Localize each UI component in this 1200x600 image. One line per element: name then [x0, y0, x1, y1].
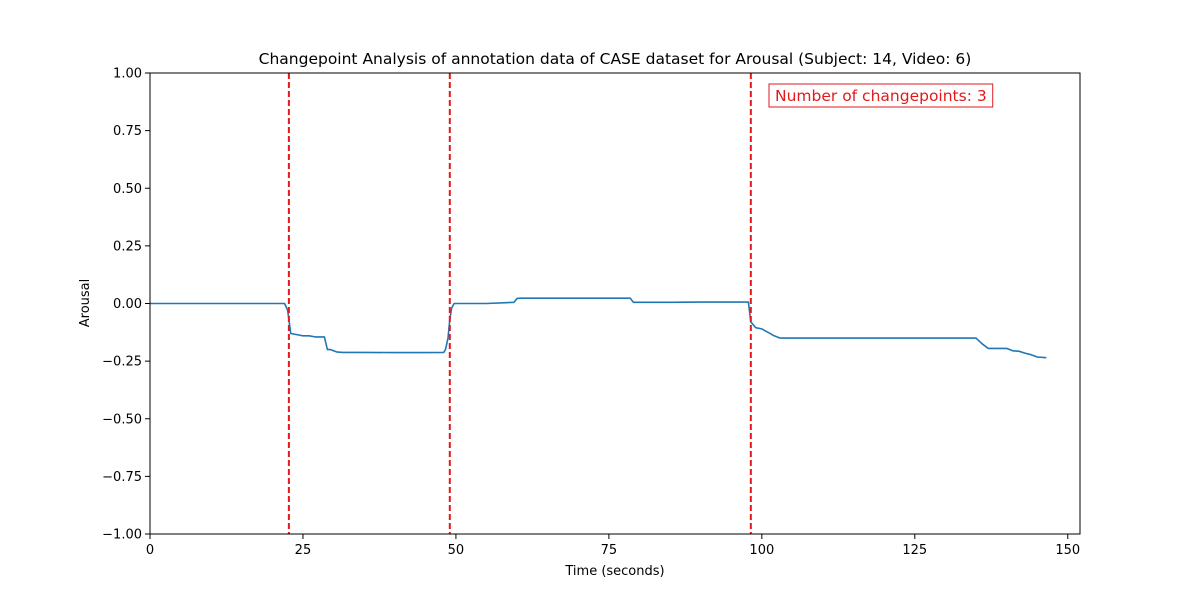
y-axis-label: Arousal — [78, 279, 93, 328]
x-axis-label: Time (seconds) — [564, 564, 664, 579]
y-tick-label: 0.00 — [113, 297, 142, 312]
y-tick-label: −0.50 — [102, 412, 142, 427]
chart-title: Changepoint Analysis of annotation data … — [259, 50, 972, 68]
y-tick-label: 1.00 — [113, 67, 142, 82]
plot-area: 0 25 50 75 100 125 150 −1.00 −0.75 −0.50 −0.25 0.00… — [102, 67, 1081, 558]
y-tick-label: −0.25 — [102, 355, 142, 370]
y-tick-label: −1.00 — [102, 528, 142, 543]
y-tick-label: 0.50 — [113, 182, 142, 197]
x-tick-label: 50 — [448, 543, 465, 558]
changepoint-count-box — [768, 83, 994, 108]
y-tick-label: −0.75 — [102, 470, 142, 485]
x-tick-label: 75 — [601, 543, 618, 558]
changepoint-count-label: Number of changepoints: 3 — [775, 87, 987, 105]
x-tick-label: 125 — [902, 543, 927, 558]
series-line — [150, 297, 1047, 359]
x-tick-label: 0 — [146, 543, 154, 558]
plot-frame — [149, 72, 1081, 535]
x-tick-label: 150 — [1055, 543, 1080, 558]
y-tick-label: 0.25 — [113, 239, 142, 254]
y-tick-label: 0.75 — [113, 124, 142, 139]
x-tick-label: 100 — [749, 543, 774, 558]
x-tick-label: 25 — [295, 543, 312, 558]
